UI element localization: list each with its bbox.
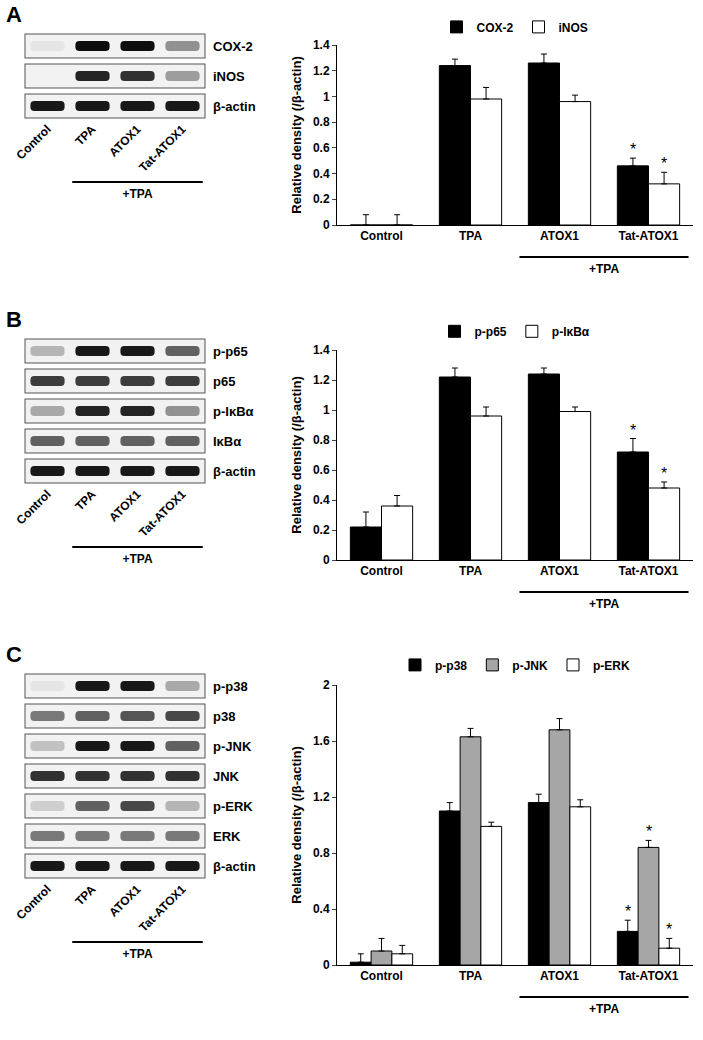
svg-text:Control: Control (360, 564, 403, 578)
svg-text:ATOX1: ATOX1 (540, 969, 579, 983)
svg-text:0.2: 0.2 (313, 192, 330, 206)
svg-text:p-JNK: p-JNK (213, 739, 252, 754)
svg-text:Relative density (/β-actin): Relative density (/β-actin) (289, 56, 304, 213)
svg-text:p-p65: p-p65 (213, 344, 248, 359)
svg-text:p-ERK: p-ERK (213, 799, 253, 814)
svg-text:*: * (661, 155, 667, 172)
svg-text:+TPA: +TPA (589, 262, 619, 276)
svg-text:Relative density (/β-actin): Relative density (/β-actin) (289, 376, 304, 533)
svg-text:Tat-ATOX1: Tat-ATOX1 (136, 882, 189, 935)
svg-text:+TPA: +TPA (122, 552, 152, 566)
svg-text:Control: Control (14, 487, 54, 527)
svg-text:+TPA: +TPA (122, 187, 152, 201)
svg-text:*: * (630, 422, 636, 439)
svg-text:TPA: TPA (459, 229, 482, 243)
svg-text:Control: Control (14, 122, 54, 162)
svg-text:2: 2 (323, 678, 330, 692)
svg-text:+TPA: +TPA (589, 597, 619, 611)
svg-text:0.8: 0.8 (313, 115, 330, 129)
svg-text:0: 0 (323, 218, 330, 232)
svg-text:+TPA: +TPA (122, 947, 152, 961)
svg-text:p-p38: p-p38 (213, 679, 248, 694)
svg-text:p-IκBα: p-IκBα (213, 404, 254, 419)
svg-text:p-p38: p-p38 (435, 659, 467, 673)
svg-text:*: * (666, 921, 672, 938)
svg-text:*: * (646, 823, 652, 840)
svg-text:1.2: 1.2 (313, 64, 330, 78)
svg-text:0.4: 0.4 (313, 902, 330, 916)
svg-text:1: 1 (323, 90, 330, 104)
svg-text:0: 0 (323, 958, 330, 972)
svg-text:TPA: TPA (72, 122, 98, 148)
svg-text:iNOS: iNOS (559, 21, 588, 35)
svg-text:COX-2: COX-2 (213, 39, 253, 54)
svg-text:Relative density (/β-actin): Relative density (/β-actin) (289, 746, 304, 903)
svg-text:Tat-ATOX1: Tat-ATOX1 (136, 487, 189, 540)
svg-text:1.4: 1.4 (313, 343, 330, 357)
svg-text:0.2: 0.2 (313, 523, 330, 537)
svg-text:*: * (661, 465, 667, 482)
svg-text:p-IκBα: p-IκBα (552, 325, 590, 339)
svg-text:p65: p65 (213, 374, 235, 389)
svg-text:ATOX1: ATOX1 (106, 882, 144, 920)
svg-text:p-p65: p-p65 (475, 325, 507, 339)
svg-text:JNK: JNK (213, 769, 240, 784)
svg-text:Control: Control (360, 229, 403, 243)
svg-text:β-actin: β-actin (213, 99, 256, 114)
svg-text:1.2: 1.2 (313, 790, 330, 804)
svg-text:ATOX1: ATOX1 (106, 122, 144, 160)
svg-text:p-JNK: p-JNK (512, 659, 548, 673)
svg-text:0.8: 0.8 (313, 846, 330, 860)
svg-text:Control: Control (360, 969, 403, 983)
svg-text:1.6: 1.6 (313, 734, 330, 748)
svg-text:β-actin: β-actin (213, 859, 256, 874)
svg-text:ATOX1: ATOX1 (540, 229, 579, 243)
svg-text:0: 0 (323, 553, 330, 567)
svg-text:TPA: TPA (459, 564, 482, 578)
svg-text:A: A (6, 2, 22, 27)
svg-text:Tat-ATOX1: Tat-ATOX1 (618, 564, 678, 578)
svg-text:ERK: ERK (213, 829, 241, 844)
svg-text:Tat-ATOX1: Tat-ATOX1 (136, 122, 189, 175)
svg-text:B: B (6, 307, 22, 332)
svg-text:ATOX1: ATOX1 (106, 487, 144, 525)
svg-text:0.4: 0.4 (313, 167, 330, 181)
svg-text:Control: Control (14, 882, 54, 922)
svg-text:C: C (6, 642, 22, 667)
svg-text:TPA: TPA (459, 969, 482, 983)
svg-text:*: * (625, 903, 631, 920)
svg-text:Tat-ATOX1: Tat-ATOX1 (618, 969, 678, 983)
svg-text:p38: p38 (213, 709, 235, 724)
svg-text:1: 1 (323, 403, 330, 417)
svg-text:TPA: TPA (72, 487, 98, 513)
svg-text:0.6: 0.6 (313, 141, 330, 155)
svg-text:p-ERK: p-ERK (593, 659, 630, 673)
svg-text:COX-2: COX-2 (477, 21, 514, 35)
svg-text:0.6: 0.6 (313, 463, 330, 477)
svg-text:*: * (630, 141, 636, 158)
svg-text:+TPA: +TPA (589, 1002, 619, 1016)
svg-text:β-actin: β-actin (213, 464, 256, 479)
svg-text:ATOX1: ATOX1 (540, 564, 579, 578)
svg-text:iNOS: iNOS (213, 69, 245, 84)
svg-text:1.2: 1.2 (313, 373, 330, 387)
svg-text:Tat-ATOX1: Tat-ATOX1 (618, 229, 678, 243)
svg-text:IκBα: IκBα (213, 434, 241, 449)
svg-text:0.8: 0.8 (313, 433, 330, 447)
svg-text:TPA: TPA (72, 882, 98, 908)
svg-text:1.4: 1.4 (313, 38, 330, 52)
svg-text:0.4: 0.4 (313, 493, 330, 507)
